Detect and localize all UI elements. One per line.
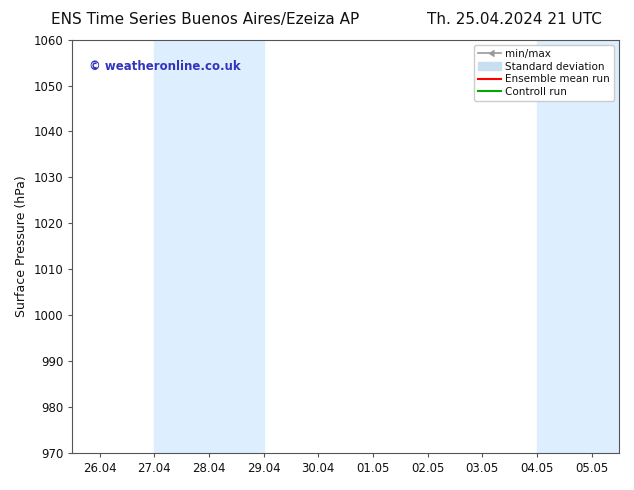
Text: Th. 25.04.2024 21 UTC: Th. 25.04.2024 21 UTC	[427, 12, 602, 27]
Bar	[154, 40, 264, 453]
Text: ENS Time Series Buenos Aires/Ezeiza AP: ENS Time Series Buenos Aires/Ezeiza AP	[51, 12, 359, 27]
Bar	[537, 40, 619, 453]
Y-axis label: Surface Pressure (hPa): Surface Pressure (hPa)	[15, 175, 28, 317]
Legend: min/max, Standard deviation, Ensemble mean run, Controll run: min/max, Standard deviation, Ensemble me…	[474, 45, 614, 101]
Text: © weatheronline.co.uk: © weatheronline.co.uk	[89, 60, 240, 74]
